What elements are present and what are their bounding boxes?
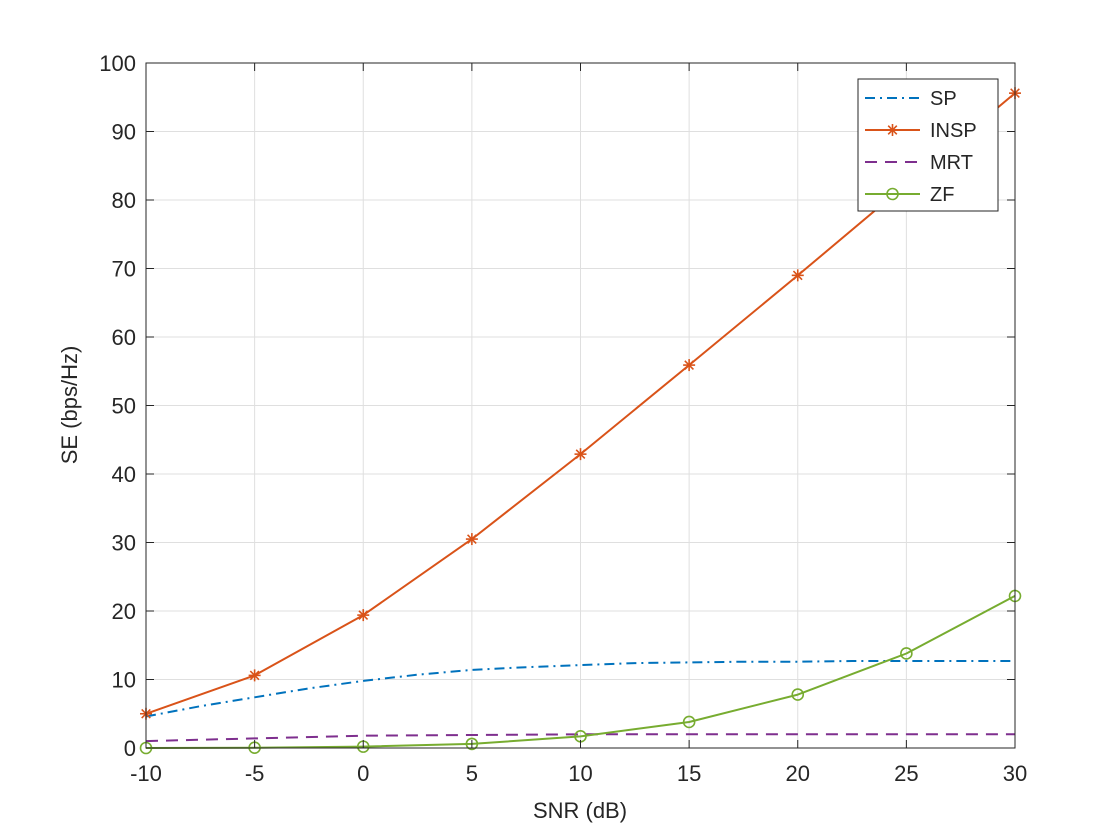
legend-label-insp: INSP <box>930 120 977 142</box>
x-tick-label: 5 <box>466 761 478 786</box>
x-tick-label: 25 <box>894 761 918 786</box>
y-tick-label: 20 <box>112 599 136 624</box>
data-point-zf <box>465 737 479 751</box>
y-axis-label: SE (bps/Hz) <box>57 346 82 465</box>
data-point-zf <box>791 688 805 701</box>
data-point-insp <box>465 533 478 546</box>
y-tick-label: 80 <box>112 188 136 213</box>
data-point-insp <box>248 669 261 682</box>
legend-label-zf: ZF <box>930 184 954 206</box>
x-tick-label: 30 <box>1003 761 1027 786</box>
x-tick-label: 15 <box>677 761 701 786</box>
data-point-insp <box>357 609 370 622</box>
series-line-sp <box>145 660 1015 718</box>
series-line-mrt <box>145 733 1015 743</box>
x-tick-label: 10 <box>568 761 592 786</box>
data-point-insp <box>574 448 587 461</box>
y-tick-label: 40 <box>112 462 136 487</box>
grid-lines <box>145 62 1016 749</box>
y-tick-label: 30 <box>112 531 136 556</box>
y-tick-label: 50 <box>112 394 136 419</box>
series-layer <box>139 87 1022 755</box>
y-tick-label: 0 <box>124 736 136 761</box>
x-tick-label: 20 <box>786 761 810 786</box>
legend-label-mrt: MRT <box>930 152 973 174</box>
data-point-zf <box>900 647 913 660</box>
axis-ticks: -10 -5 0 5 10 15 20 25 30 0 10 20 30 40 50 60 70 80 90 100 <box>99 51 1027 786</box>
series-line-zf <box>145 595 1016 749</box>
x-tick-label: -10 <box>130 761 162 786</box>
y-tick-label: 10 <box>112 668 136 693</box>
x-tick-label: 0 <box>357 761 369 786</box>
legend-marker-insp <box>886 124 899 136</box>
y-tick-label: 100 <box>99 51 136 76</box>
series-sp <box>145 660 1015 718</box>
y-tick-label: 90 <box>112 120 136 145</box>
y-tick-label: 60 <box>112 325 136 350</box>
y-tick-label: 70 <box>112 257 136 282</box>
x-tick-label: -5 <box>245 761 265 786</box>
data-point-zf <box>682 715 696 729</box>
legend-marker-zf <box>886 187 899 201</box>
x-axis-label: SNR (dB) <box>533 798 627 823</box>
legend-label-sp: SP <box>930 88 957 110</box>
legend: SP INSP MRT ZF <box>857 78 999 212</box>
data-point-insp <box>791 269 804 282</box>
series-mrt <box>145 733 1015 743</box>
legend-box <box>857 78 999 212</box>
data-point-insp <box>683 359 696 372</box>
